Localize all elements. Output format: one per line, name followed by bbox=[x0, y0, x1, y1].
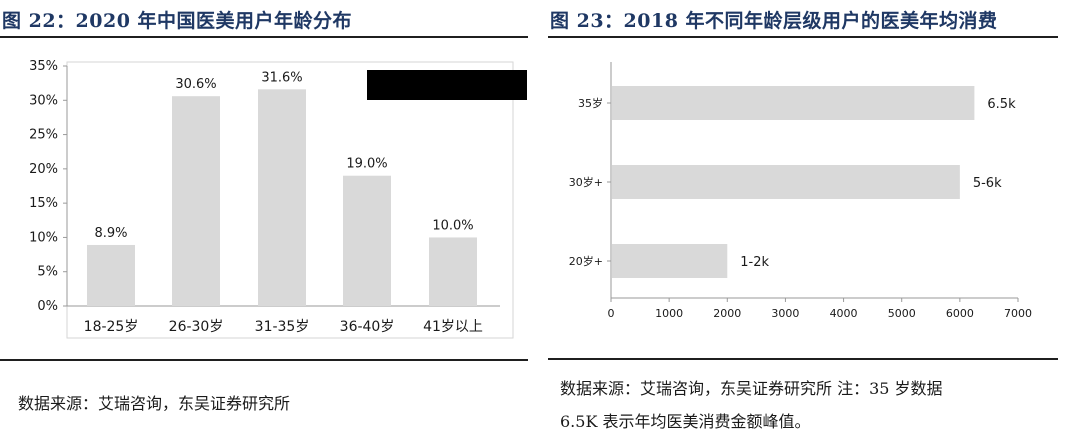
x-category-label: 26-30岁 bbox=[169, 319, 224, 335]
hbar-2 bbox=[612, 165, 960, 199]
hbar-data-label: 1-2k bbox=[740, 255, 769, 270]
x-tick-label: 0 bbox=[608, 307, 615, 320]
x-category-label: 36-40岁 bbox=[340, 319, 395, 335]
y-category-label: 35岁 bbox=[578, 96, 603, 110]
left-title-rule bbox=[0, 36, 528, 38]
y-tick-label: 25% bbox=[29, 128, 58, 143]
left-bottom-rule bbox=[0, 359, 528, 361]
age-distribution-bar-chart: 0% 5% 10% 15% 20% 25% 30% 35% 8.9% 30.6% 31.6% 19.… bbox=[29, 59, 514, 339]
right-bottom-rule bbox=[548, 358, 1058, 360]
x-category-label: 31-35岁 bbox=[255, 319, 310, 335]
right-source-note-line2: 6.5K 表示年均医美消费金额峰值。 bbox=[560, 412, 811, 431]
x-tick-label: 6000 bbox=[946, 307, 974, 320]
x-tick-label: 1000 bbox=[655, 307, 683, 320]
hbar-data-label: 5-6k bbox=[973, 176, 1002, 191]
bar-data-label: 8.9% bbox=[94, 226, 127, 241]
bar-1 bbox=[87, 244, 135, 306]
bar-data-label: 30.6% bbox=[175, 77, 216, 92]
x-tick-label: 4000 bbox=[830, 307, 858, 320]
y-tick-label: 35% bbox=[29, 59, 58, 74]
left-chart-title: 图 22：2020 年中国医美用户年龄分布 bbox=[2, 10, 353, 32]
hbar-1 bbox=[612, 86, 975, 120]
right-chart-title: 图 23：2018 年不同年龄层级用户的医美年均消费 bbox=[550, 10, 998, 32]
x-category-label: 18-25岁 bbox=[84, 319, 139, 335]
right-title-rule bbox=[548, 36, 1058, 38]
y-tick-label: 10% bbox=[29, 230, 58, 245]
spending-horizontal-bar-chart: 0 1000 2000 3000 4000 5000 6000 7000 6.5k 5-6k 1-… bbox=[569, 62, 1032, 320]
x-tick-label: 7000 bbox=[1004, 307, 1032, 320]
y-tick-label: 30% bbox=[29, 93, 58, 108]
left-source-note: 数据来源：艾瑞咨询，东吴证券研究所 bbox=[18, 394, 291, 413]
y-tick-label: 15% bbox=[29, 196, 58, 211]
right-source-note-line1: 数据来源：艾瑞咨询，东吴证券研究所 注：35 岁数据 bbox=[560, 379, 943, 398]
bar-2 bbox=[172, 96, 220, 307]
right-panel: 图 23：2018 年不同年龄层级用户的医美年均消费 0 1000 2000 3000… bbox=[548, 0, 1080, 441]
x-tick-label: 3000 bbox=[771, 307, 799, 320]
y-tick-label: 20% bbox=[29, 162, 58, 177]
y-tick-label: 5% bbox=[37, 265, 58, 280]
y-category-label: 30岁+ bbox=[569, 175, 603, 189]
y-tick-label: 0% bbox=[37, 299, 58, 314]
x-tick-label: 5000 bbox=[888, 307, 916, 320]
bar-4 bbox=[343, 175, 391, 306]
hbar-3 bbox=[612, 244, 728, 278]
bar-data-label: 10.0% bbox=[432, 218, 473, 233]
redaction-block bbox=[367, 70, 527, 100]
bar-data-label: 31.6% bbox=[261, 70, 302, 85]
x-tick-label: 2000 bbox=[713, 307, 741, 320]
left-panel: 图 22：2020 年中国医美用户年龄分布 0% 5% 10% 15% 20% 25% 30… bbox=[0, 0, 528, 441]
bar-3 bbox=[258, 89, 306, 306]
bar-data-label: 19.0% bbox=[346, 157, 387, 172]
hbar-data-label: 6.5k bbox=[987, 97, 1016, 112]
bar-5 bbox=[429, 237, 477, 306]
y-category-label: 20岁+ bbox=[569, 254, 603, 268]
x-category-label: 41岁以上 bbox=[423, 319, 483, 335]
